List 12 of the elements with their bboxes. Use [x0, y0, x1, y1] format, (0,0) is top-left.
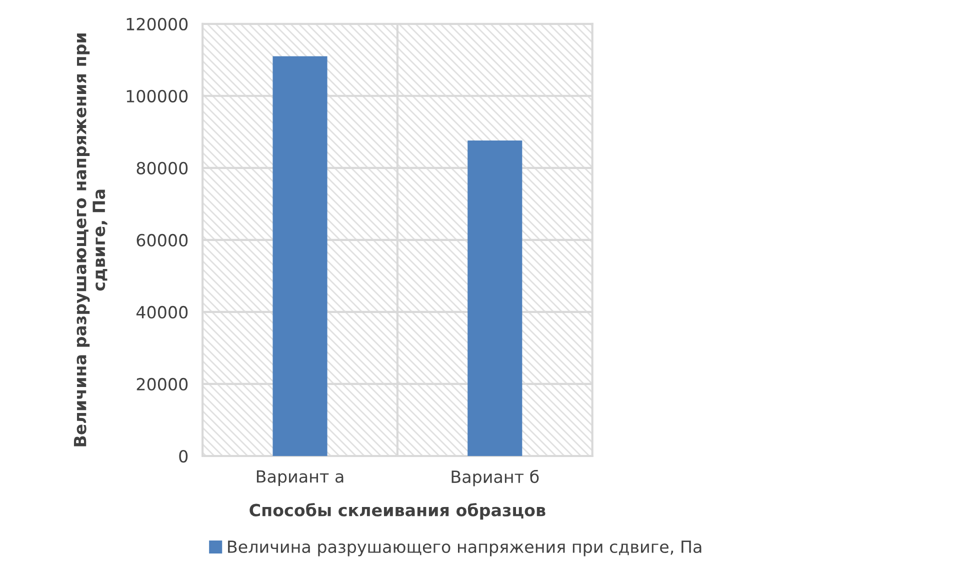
- legend-label: Величина разрушающего напряжения при сдвиге, Па: [228, 540, 702, 556]
- y-tick-label: 120000: [126, 18, 188, 30]
- y-tick-label: 20000: [136, 378, 188, 391]
- y-tick-label: 80000: [136, 162, 188, 174]
- y-tick-label: 0: [179, 450, 188, 463]
- x-tick-label: Вариант б: [452, 470, 539, 486]
- x-tick-label: Вариант а: [256, 470, 344, 486]
- y-tick-label: 100000: [126, 90, 188, 102]
- y-axis-title: Величина разрушающего напряжения при сдвиге, Па: [74, 33, 108, 446]
- x-axis-title: Способы склеивания образцов: [250, 502, 546, 520]
- y-tick-label: 60000: [136, 234, 188, 246]
- y-tick-label: 40000: [136, 306, 188, 319]
